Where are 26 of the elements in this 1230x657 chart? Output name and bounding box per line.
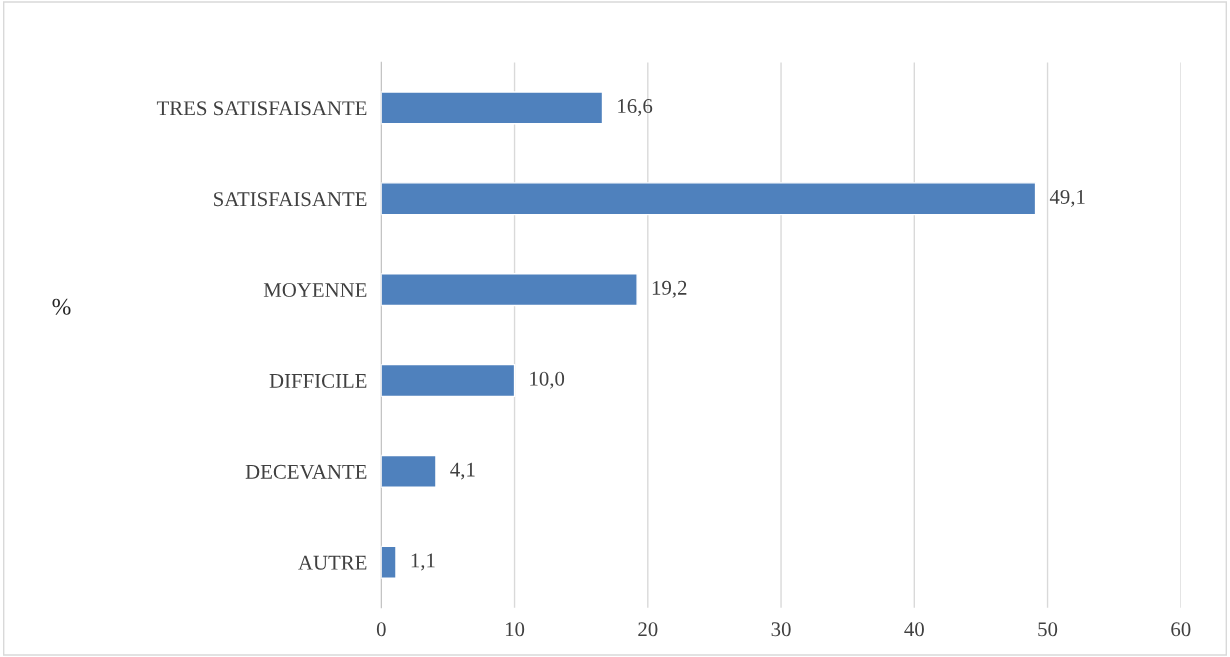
bar	[381, 363, 516, 398]
data-label: 10,0	[530, 371, 565, 389]
y-tick-label: MOYENNE	[263, 283, 367, 298]
bar	[381, 454, 437, 488]
y-tick-label: DECEVANTE	[245, 464, 367, 479]
x-tick-label: 0	[376, 622, 386, 637]
x-tick-label: 60	[1171, 622, 1191, 637]
x-tick-label: 10	[505, 622, 525, 637]
x-tick-label: 40	[904, 622, 924, 637]
data-label: 1,1	[411, 553, 435, 571]
data-label: 49,1	[1049, 189, 1085, 207]
y-tick-label: DIFFICILE	[269, 373, 367, 388]
data-label: 16,6	[618, 99, 653, 117]
x-tick-label: 30	[771, 622, 791, 637]
y-tick-label: TRES SATISFAISANTE	[156, 101, 367, 116]
y-tick-label: AUTRE	[298, 555, 367, 570]
bar	[381, 545, 397, 579]
bar	[381, 182, 1037, 216]
data-label: 19,2	[652, 280, 687, 298]
y-axis-title: %	[52, 298, 71, 315]
data-label: 4,1	[450, 462, 475, 480]
y-tick-label: SATISFAISANTE	[214, 192, 367, 207]
bar	[381, 273, 638, 307]
x-tick-label: 50	[1038, 622, 1058, 637]
x-tick-label: 20	[638, 622, 658, 637]
bar	[381, 91, 604, 125]
